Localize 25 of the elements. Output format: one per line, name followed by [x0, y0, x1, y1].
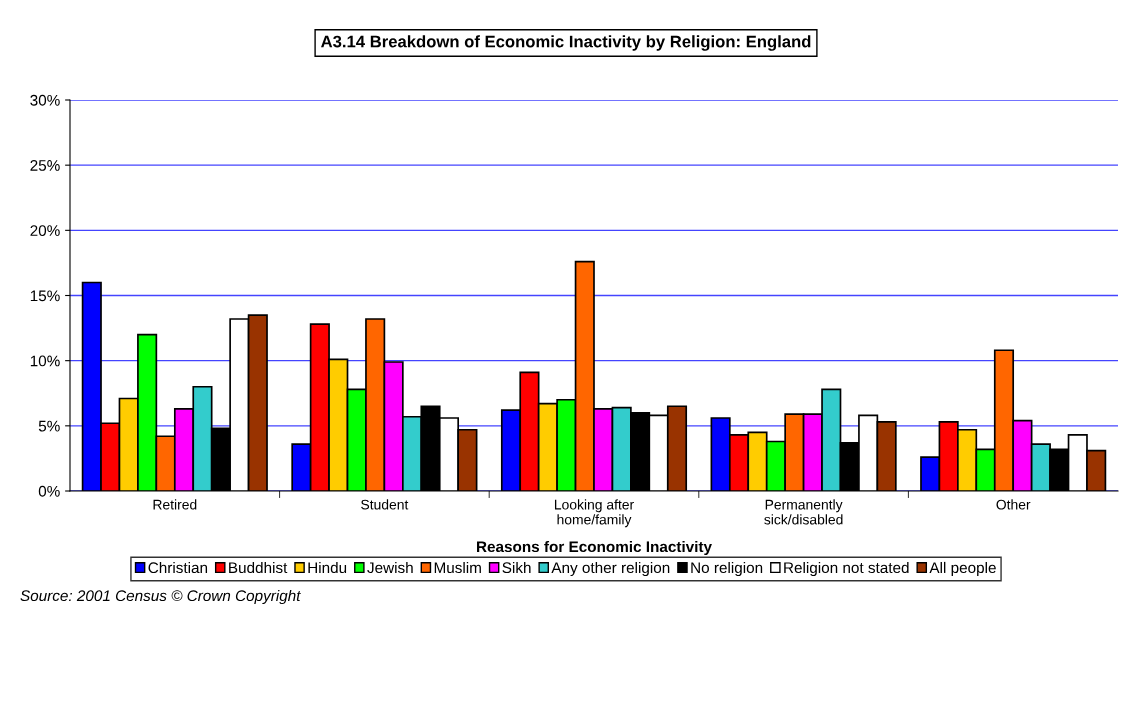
x-axis-title: Reasons for Economic Inactivity: [477, 540, 712, 556]
x-tick-label: Permanently sick/disabled: [764, 499, 843, 525]
y-tick-label: 30%: [30, 94, 60, 106]
legend-label: All people: [929, 561, 996, 577]
legend-label: Hindu: [308, 561, 347, 574]
legend-label: Sikh: [502, 561, 531, 574]
y-tick-label: 20%: [30, 225, 60, 237]
legend-label: Any other religion: [551, 561, 670, 577]
x-tick-label: Looking after home/family: [554, 499, 634, 528]
legend-label: Muslim: [434, 561, 481, 574]
legend-label: Religion not stated: [784, 561, 909, 577]
y-tick-label: 10%: [30, 355, 60, 367]
y-tick-label: 0%: [38, 485, 60, 497]
y-tick-label: 25%: [30, 160, 60, 171]
x-tick-label: Retired: [153, 499, 197, 510]
legend-label: Buddhist: [229, 561, 288, 574]
legend-label: Christian: [148, 561, 208, 574]
legend-label: No religion: [691, 561, 763, 577]
x-tick-label: Student: [361, 499, 409, 510]
x-tick-label: Other: [996, 499, 1031, 510]
y-tick-label: 5%: [38, 420, 60, 432]
legend-label: Jewish: [367, 561, 413, 574]
source-note: Source: 2001 Census © Crown Copyright: [20, 589, 301, 605]
chart-title: A3.14 Breakdown of Economic Inactivity by Religion: England: [321, 35, 811, 51]
y-tick-label: 15%: [30, 290, 60, 302]
